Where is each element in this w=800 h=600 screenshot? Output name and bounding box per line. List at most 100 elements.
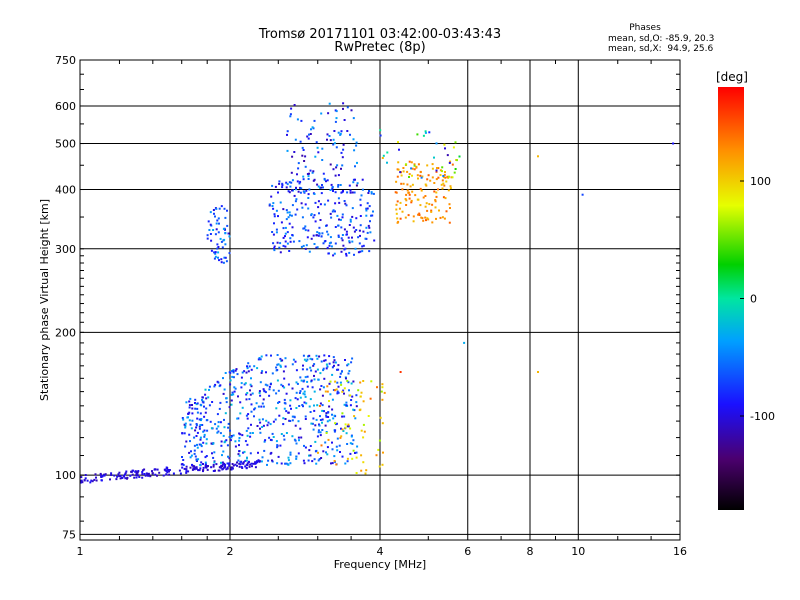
- data-point: [351, 215, 354, 218]
- data-point: [185, 440, 188, 443]
- data-point: [306, 375, 309, 378]
- data-point: [277, 191, 279, 194]
- data-point: [284, 462, 287, 465]
- data-point: [290, 407, 292, 410]
- data-point: [422, 219, 425, 222]
- data-point: [417, 177, 419, 180]
- data-point: [310, 369, 313, 372]
- data-point: [290, 181, 293, 184]
- data-point: [336, 392, 339, 395]
- data-point: [350, 435, 353, 438]
- data-point: [328, 244, 331, 247]
- data-point: [137, 470, 140, 472]
- data-point: [234, 369, 237, 372]
- data-point: [341, 213, 344, 216]
- data-point: [425, 219, 427, 222]
- data-point: [307, 459, 310, 462]
- data-point: [331, 462, 334, 465]
- data-point: [345, 252, 348, 255]
- data-point: [221, 468, 224, 471]
- data-point: [379, 416, 382, 419]
- colorbar-tick-label: -100: [750, 410, 775, 423]
- y-tick-label: 100: [55, 469, 76, 482]
- data-point: [279, 201, 282, 204]
- data-point: [232, 434, 235, 437]
- data-point: [274, 418, 277, 421]
- data-point: [199, 412, 202, 415]
- data-point: [382, 154, 385, 157]
- data-point: [223, 462, 226, 465]
- data-point: [202, 466, 205, 469]
- data-point: [195, 423, 198, 425]
- data-point: [204, 463, 207, 466]
- data-point: [406, 189, 409, 192]
- data-point: [238, 439, 241, 442]
- data-point: [249, 383, 252, 386]
- data-point: [288, 191, 291, 194]
- data-point: [237, 395, 239, 398]
- data-point: [342, 102, 345, 105]
- data-point: [86, 479, 89, 482]
- data-point: [359, 250, 362, 253]
- data-point: [296, 382, 299, 385]
- data-point: [131, 469, 134, 472]
- data-point: [318, 355, 321, 358]
- data-point: [103, 474, 106, 477]
- data-point: [345, 204, 348, 207]
- data-point: [441, 187, 444, 190]
- data-point: [198, 427, 201, 430]
- data-point: [253, 365, 256, 368]
- data-point: [287, 190, 290, 193]
- data-point: [339, 436, 342, 439]
- data-point: [413, 163, 416, 166]
- data-point: [224, 412, 227, 415]
- data-point: [291, 155, 294, 158]
- data-point: [433, 190, 436, 193]
- data-point: [291, 179, 294, 182]
- data-point: [258, 357, 261, 359]
- data-point: [346, 443, 349, 445]
- data-point: [272, 389, 275, 392]
- data-point: [349, 427, 352, 430]
- data-point: [299, 376, 302, 379]
- data-point: [320, 112, 323, 115]
- data-point: [258, 390, 261, 393]
- data-point: [182, 459, 185, 461]
- data-point: [225, 397, 228, 400]
- data-point: [368, 205, 371, 208]
- data-point: [312, 428, 315, 431]
- data-point: [291, 415, 294, 418]
- data-point: [212, 209, 215, 211]
- data-point: [429, 179, 432, 182]
- data-point: [209, 233, 212, 235]
- data-point: [303, 227, 306, 230]
- data-point: [295, 198, 298, 201]
- data-point: [236, 464, 238, 467]
- data-point: [195, 466, 198, 469]
- data-point: [205, 407, 208, 410]
- data-point: [322, 386, 325, 389]
- data-point: [289, 462, 292, 465]
- data-point: [337, 385, 340, 388]
- data-point: [294, 424, 297, 427]
- data-point: [342, 430, 345, 432]
- data-point: [246, 462, 249, 465]
- data-point: [296, 173, 298, 176]
- data-point: [182, 418, 185, 421]
- data-point: [300, 119, 303, 122]
- data-point: [449, 160, 452, 163]
- data-point: [138, 476, 141, 478]
- data-point: [282, 227, 285, 230]
- data-point: [287, 383, 290, 386]
- data-point: [267, 459, 270, 462]
- data-point: [279, 251, 282, 254]
- data-point: [325, 180, 327, 183]
- data-point: [424, 195, 427, 197]
- data-point: [264, 391, 267, 394]
- data-point: [311, 358, 314, 361]
- data-point: [136, 471, 139, 474]
- data-point: [355, 184, 358, 187]
- data-point: [123, 475, 126, 478]
- data-point: [165, 466, 168, 469]
- data-point: [308, 250, 311, 253]
